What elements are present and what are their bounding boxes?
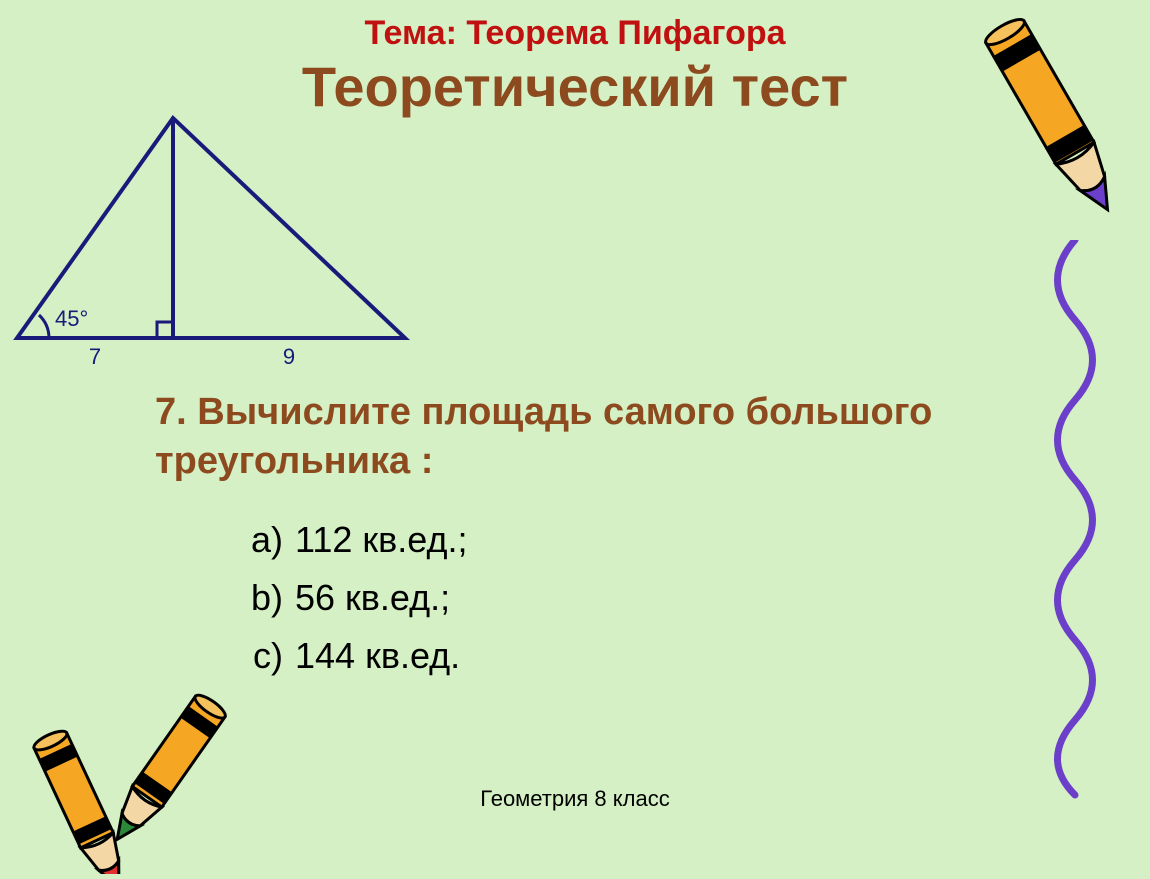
svg-text:7: 7 — [89, 344, 101, 369]
answer-text: 56 кв.ед.; — [295, 570, 450, 626]
answer-option: a) 112 кв.ед.; — [240, 512, 468, 568]
svg-text:9: 9 — [283, 344, 295, 369]
svg-text:45°: 45° — [55, 306, 88, 331]
answer-text: 112 кв.ед.; — [295, 512, 468, 568]
answer-text: 144 кв.ед. — [295, 628, 460, 684]
answer-letter: a) — [240, 512, 295, 568]
question-text: 7. Вычислите площадь самого большого тре… — [155, 388, 955, 487]
wavy-line-decoration — [1030, 240, 1120, 800]
crayon-decoration-bottom-left — [0, 654, 290, 874]
answer-option: b) 56 кв.ед.; — [240, 570, 468, 626]
answer-letter: b) — [240, 570, 295, 626]
crayon-decoration-top-right — [955, 0, 1145, 250]
triangle-diagram: 45°7 9 — [5, 110, 435, 380]
